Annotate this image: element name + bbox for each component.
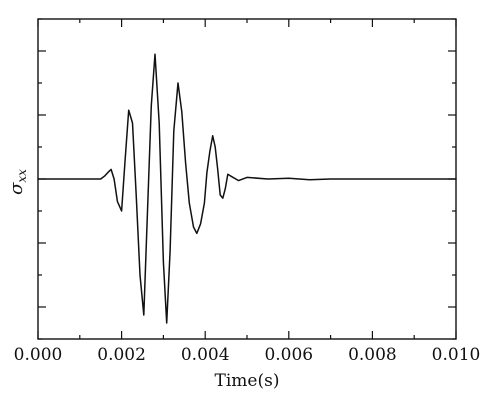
- x-tick-label: 0.004: [181, 345, 230, 365]
- y-axis-title: σxx: [6, 169, 29, 195]
- x-ticks: [37, 19, 457, 339]
- y-axis-title-main: σ: [6, 182, 27, 195]
- x-tick-labels: 0.000 0.002 0.004 0.006 0.008 0.010: [14, 345, 481, 365]
- y-axis-title-subscript: xx: [15, 169, 29, 183]
- y-ticks: [38, 18, 456, 340]
- x-tick-label: 0.002: [97, 345, 146, 365]
- x-axis-title: Time(s): [215, 371, 280, 391]
- x-tick-label: 0.006: [264, 345, 313, 365]
- x-tick-label: 0.000: [14, 345, 63, 365]
- series-line: [37, 53, 457, 324]
- x-tick-label: 0.010: [432, 345, 481, 365]
- x-tick-label: 0.008: [348, 345, 397, 365]
